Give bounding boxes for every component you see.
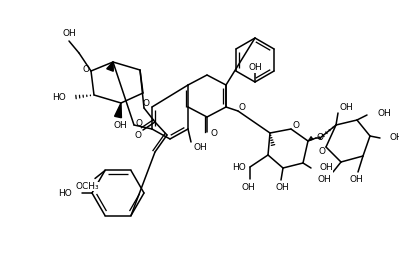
Text: O: O: [83, 65, 89, 73]
Text: OH: OH: [275, 183, 289, 191]
Text: OH: OH: [62, 29, 76, 37]
Text: OH: OH: [340, 103, 354, 112]
Text: OH: OH: [113, 120, 127, 129]
Text: O: O: [318, 147, 326, 156]
Text: OH: OH: [377, 108, 391, 117]
Text: O: O: [292, 120, 300, 129]
Text: HO: HO: [52, 92, 66, 101]
Text: O: O: [239, 104, 245, 112]
Text: HO: HO: [58, 189, 72, 198]
Text: O: O: [134, 131, 142, 139]
Text: O: O: [136, 119, 143, 128]
Text: OH: OH: [349, 175, 363, 184]
Text: OH: OH: [241, 183, 255, 191]
Polygon shape: [107, 62, 113, 71]
Text: O: O: [211, 128, 217, 138]
Text: OCH₃: OCH₃: [75, 182, 99, 191]
Text: OH: OH: [317, 175, 331, 184]
Text: O: O: [316, 134, 324, 143]
Text: OH: OH: [319, 163, 333, 172]
Text: OH: OH: [390, 134, 399, 143]
Text: OH: OH: [193, 143, 207, 151]
Polygon shape: [115, 103, 121, 118]
Text: HO: HO: [232, 163, 246, 172]
Text: O: O: [142, 100, 150, 108]
Text: OH: OH: [248, 64, 262, 73]
